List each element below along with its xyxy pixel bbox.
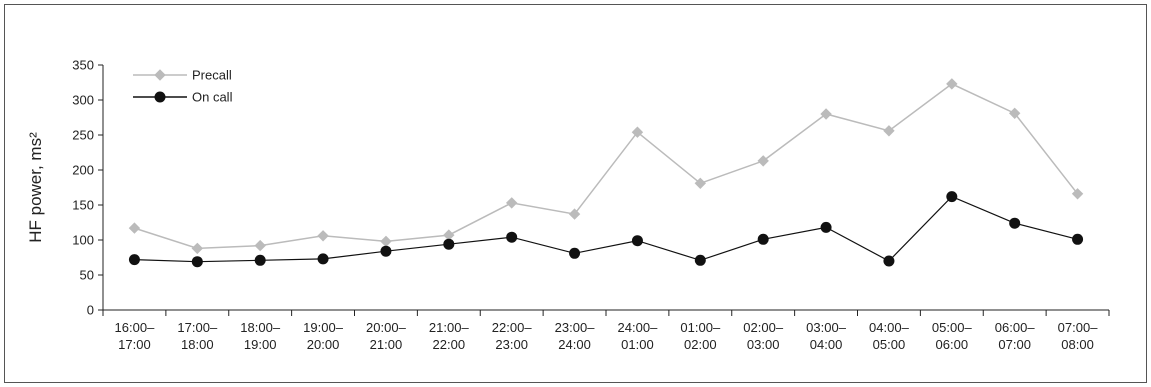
x-tick-label-start: 02:00– xyxy=(743,320,784,335)
data-point-precall xyxy=(757,155,769,167)
data-point-precall xyxy=(631,126,644,138)
data-point-on-call xyxy=(191,256,203,268)
y-tick-label: 250 xyxy=(72,128,94,143)
y-tick-label: 350 xyxy=(72,58,94,73)
legend-label-precall: Precall xyxy=(192,68,232,83)
data-point-precall xyxy=(443,229,455,241)
x-tick-label-end: 18:00 xyxy=(181,337,214,352)
y-axis-title: HF power, ms² xyxy=(26,132,45,243)
data-point-precall xyxy=(820,108,832,120)
x-tick-label-end: 23:00 xyxy=(495,337,528,352)
data-point-on-call xyxy=(946,191,958,203)
x-tick-label-end: 05:00 xyxy=(873,337,906,352)
data-point-on-call xyxy=(883,255,895,267)
x-tick-label-start: 18:00– xyxy=(240,320,281,335)
data-point-on-call xyxy=(820,221,832,233)
x-tick-label-start: 21:00– xyxy=(429,320,470,335)
x-tick-label-end: 06:00 xyxy=(936,337,969,352)
data-point-on-call xyxy=(1072,233,1084,245)
y-tick-label: 100 xyxy=(72,233,94,248)
x-tick-label-start: 07:00– xyxy=(1058,320,1099,335)
x-tick-label-end: 08:00 xyxy=(1061,337,1094,352)
data-point-on-call xyxy=(443,238,455,250)
data-point-precall xyxy=(946,78,958,90)
y-tick-label: 300 xyxy=(72,93,94,108)
series-line-precall xyxy=(134,83,1079,250)
data-point-on-call xyxy=(380,245,392,257)
x-tick-label-start: 03:00– xyxy=(806,320,847,335)
series-line-on-call xyxy=(134,195,1078,263)
data-point-on-call xyxy=(757,233,769,245)
data-point-on-call xyxy=(694,254,706,266)
x-tick-label-end: 04:00 xyxy=(810,337,843,352)
x-tick-label-start: 19:00– xyxy=(303,320,344,335)
x-tick-label-end: 24:00 xyxy=(558,337,591,352)
data-point-precall xyxy=(505,197,518,209)
data-point-on-call xyxy=(506,231,518,243)
x-tick-label-start: 05:00– xyxy=(932,320,973,335)
legend-marker-precall xyxy=(154,69,166,81)
x-tick-label-start: 04:00– xyxy=(869,320,910,335)
data-point-on-call xyxy=(569,247,581,259)
y-tick-label: 0 xyxy=(87,303,94,318)
data-point-on-call xyxy=(631,235,643,247)
x-tick-label-end: 02:00 xyxy=(684,337,717,352)
legend-marker-on-call xyxy=(154,91,166,103)
data-point-precall xyxy=(568,208,581,220)
data-point-precall xyxy=(1071,188,1084,200)
data-point-on-call xyxy=(1009,217,1021,229)
data-point-on-call xyxy=(317,253,329,265)
legend-label-on-call: On call xyxy=(192,90,233,105)
chart-frame: 0 50 100 150 200 250 300 350 HF power, ms² 16:00–… xyxy=(4,4,1147,383)
data-point-precall xyxy=(883,125,895,137)
x-tick-label-start: 22:00– xyxy=(492,320,533,335)
data-point-precall xyxy=(380,235,392,248)
x-tick-label-start: 16:00– xyxy=(115,320,156,335)
x-tick-label-end: 01:00 xyxy=(621,337,654,352)
data-point-precall xyxy=(317,230,329,242)
x-tick-label-end: 03:00 xyxy=(747,337,780,352)
data-point-precall xyxy=(694,177,707,190)
x-tick-label-end: 17:00 xyxy=(118,337,151,352)
x-tick-label-end: 20:00 xyxy=(307,337,340,352)
data-point-on-call xyxy=(128,254,140,266)
x-tick-label-end: 21:00 xyxy=(370,337,403,352)
data-point-precall xyxy=(191,242,204,255)
x-tick-label-start: 01:00– xyxy=(680,320,721,335)
hf-power-chart: 0 50 100 150 200 250 300 350 HF power, ms² 16:00–… xyxy=(26,58,1110,352)
x-tick-label-end: 22:00 xyxy=(433,337,466,352)
x-tick-label-end: 07:00 xyxy=(998,337,1031,352)
data-point-on-call xyxy=(254,254,266,266)
x-tick-label-start: 20:00– xyxy=(366,320,407,335)
data-point-precall xyxy=(1008,107,1021,120)
x-tick-label-start: 24:00– xyxy=(618,320,659,335)
x-tick-label-start: 06:00– xyxy=(995,320,1036,335)
x-tick-label-start: 17:00– xyxy=(177,320,218,335)
y-tick-label: 150 xyxy=(72,198,94,213)
x-tick-label-start: 23:00– xyxy=(555,320,596,335)
y-tick-label: 200 xyxy=(72,163,94,178)
y-tick-label: 50 xyxy=(80,268,94,283)
data-point-precall xyxy=(128,222,141,234)
data-point-precall xyxy=(254,239,266,252)
x-tick-label-end: 19:00 xyxy=(244,337,277,352)
